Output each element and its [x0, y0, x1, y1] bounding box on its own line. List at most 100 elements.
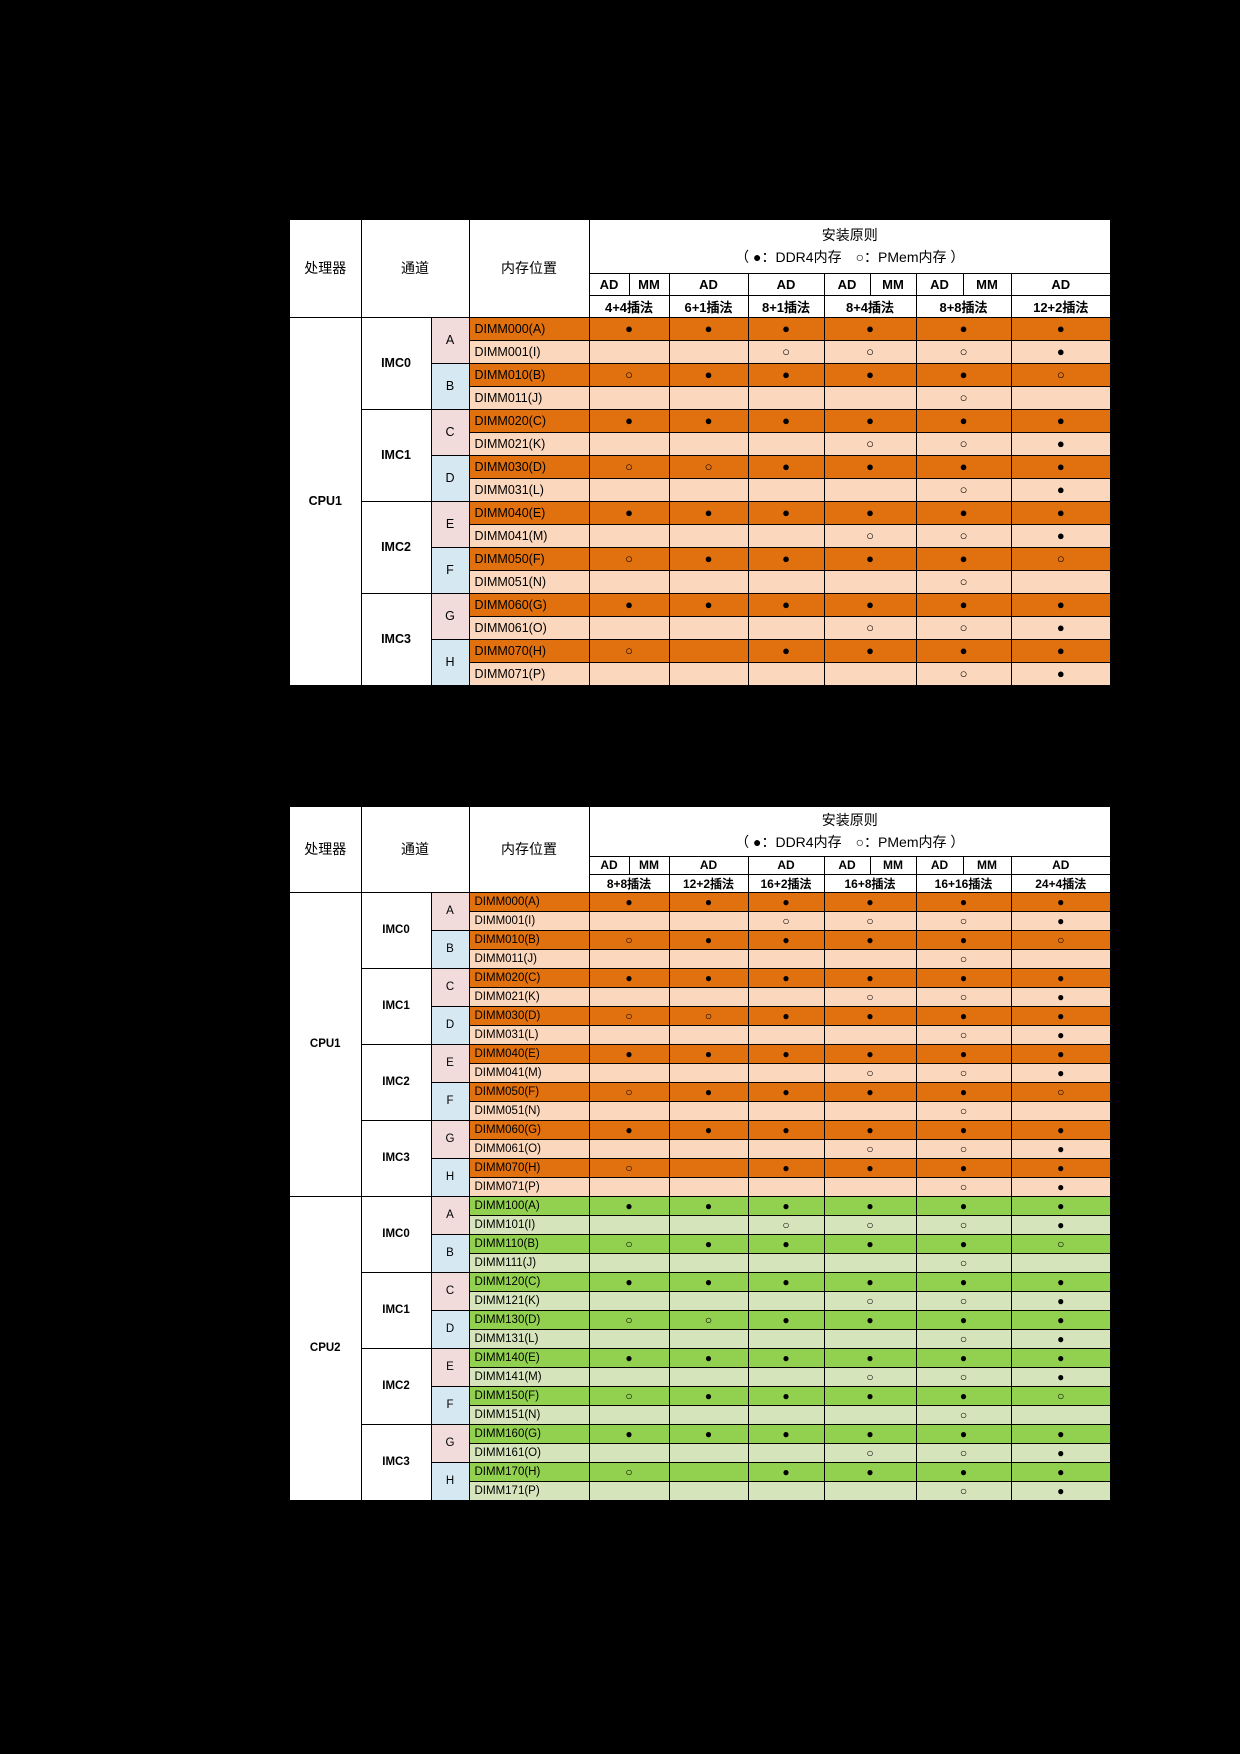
dimm-row: D DIMM030(D) ○ ○ ● ● ● ●: [289, 454, 1112, 502]
group-header: 6+1插法: [668, 294, 749, 318]
install-cell: ○: [915, 986, 1012, 1007]
install-cell: ●: [1010, 615, 1112, 640]
processor-header: 处理器: [288, 805, 362, 893]
dimm-label: DIMM140(E): [468, 1347, 590, 1368]
install-cell: ●: [823, 891, 917, 912]
install-cell: ●: [1010, 1480, 1112, 1501]
install-cell: ●: [1010, 1024, 1112, 1045]
dimm-label: DIMM071(P): [468, 661, 590, 686]
dimm-label: DIMM110(B): [468, 1233, 590, 1254]
dimm-row: DIMM141(M) ○ ○ ●: [289, 1366, 1112, 1387]
dimm-label: DIMM021(K): [468, 431, 590, 456]
dimm-row: DIMM051(N) ○: [289, 569, 1112, 594]
install-cell: [668, 910, 749, 931]
install-cell: [668, 1138, 749, 1159]
imc-cell: IMC1: [360, 1271, 432, 1349]
dimm-row: DIMM001(I) ○ ○ ○ ●: [289, 339, 1112, 364]
install-cell: ●: [588, 891, 670, 912]
install-cell: ○: [915, 1442, 1012, 1463]
install-cell: ○: [588, 1157, 670, 1178]
install-cell: [823, 569, 917, 594]
channel-cell: H: [430, 1157, 470, 1197]
dimm-label: DIMM020(C): [468, 408, 590, 433]
imc-cell: IMC1: [360, 408, 432, 502]
install-cell: [823, 1480, 917, 1501]
install-cell: ●: [747, 1005, 825, 1026]
install-cell: ○: [915, 1024, 1012, 1045]
install-cell: ●: [588, 1271, 670, 1292]
install-cell: [747, 385, 825, 410]
install-cell: ○: [915, 661, 1012, 686]
subcol-header: AD: [823, 272, 871, 296]
install-cell: ●: [1010, 910, 1112, 931]
subcol-header: AD: [1010, 855, 1112, 875]
install-cell: ●: [823, 1081, 917, 1102]
install-cell: [588, 385, 670, 410]
dimm-row: B DIMM110(B) ○ ● ● ● ● ○: [289, 1233, 1112, 1273]
install-principle-legend: （ ●：DDR4内存 ○：PMem内存 ）: [735, 834, 965, 851]
install-cell: ●: [1010, 339, 1112, 364]
install-cell: ○: [588, 1461, 670, 1482]
subcol-header: AD: [588, 272, 630, 296]
channel-cell: B: [430, 362, 470, 410]
dimm-label: DIMM141(M): [468, 1366, 590, 1387]
channel-cell: H: [430, 638, 470, 686]
install-cell: ●: [823, 1119, 917, 1140]
subcol-header: AD: [747, 855, 825, 875]
install-cell: ●: [823, 454, 917, 479]
dimm-row: DIMM041(M) ○ ○ ●: [289, 523, 1112, 548]
install-cell: [1010, 385, 1112, 410]
install-cell: ○: [588, 362, 670, 387]
install-cell: ●: [588, 1043, 670, 1064]
install-cell: ●: [747, 362, 825, 387]
install-cell: ○: [915, 1290, 1012, 1311]
install-cell: ○: [915, 615, 1012, 640]
dimm-label: DIMM020(C): [468, 967, 590, 988]
install-cell: ○: [915, 1404, 1012, 1425]
subcol-header: AD: [747, 272, 825, 296]
install-cell: [588, 661, 670, 686]
install-cell: ●: [668, 546, 749, 571]
channel-cell: E: [430, 1043, 470, 1083]
install-cell: [668, 385, 749, 410]
install-cell: ●: [1010, 477, 1112, 502]
install-cell: ○: [588, 1309, 670, 1330]
install-cell: [747, 523, 825, 548]
dimm-row: B DIMM010(B) ○ ● ● ● ● ○: [289, 362, 1112, 410]
imc-cell: IMC2: [360, 500, 432, 594]
dimm-row: B DIMM010(B) ○ ● ● ● ● ○: [289, 929, 1112, 969]
install-cell: [823, 1328, 917, 1349]
group-header: 8+4插法: [823, 294, 917, 318]
install-cell: ●: [1010, 1062, 1112, 1083]
header-row-admm: AD MM AD AD AD MM AD MM AD: [289, 272, 1112, 296]
install-cell: ●: [823, 1157, 917, 1178]
install-cell: ●: [915, 500, 1012, 525]
dimm-row: DIMM151(N) ○: [289, 1404, 1112, 1425]
install-cell: [823, 1024, 917, 1045]
subcol-header: MM: [628, 272, 670, 296]
imc-cell: IMC2: [360, 1043, 432, 1121]
install-cell: [823, 1100, 917, 1121]
install-cell: [668, 1176, 749, 1197]
install-cell: ●: [747, 929, 825, 950]
install-cell: ●: [915, 638, 1012, 663]
install-cell: ●: [668, 1233, 749, 1254]
channel-cell: C: [430, 967, 470, 1007]
dimm-label: DIMM010(B): [468, 362, 590, 387]
subcol-header: AD: [915, 272, 964, 296]
location-header: 内存位置: [468, 218, 590, 318]
install-cell: ○: [1010, 546, 1112, 571]
channel-cell: B: [430, 1233, 470, 1273]
install-cell: ○: [1010, 362, 1112, 387]
install-cell: ●: [668, 408, 749, 433]
install-cell: [668, 477, 749, 502]
install-cell: [1010, 1100, 1112, 1121]
install-cell: ●: [1010, 500, 1112, 525]
install-cell: ●: [588, 967, 670, 988]
install-cell: [668, 1024, 749, 1045]
imc-cell: IMC0: [360, 316, 432, 410]
install-principle-title: 安装原则: [821, 226, 878, 243]
install-cell: ●: [588, 592, 670, 617]
imc-cell: IMC3: [360, 1119, 432, 1197]
install-cell: ●: [915, 1385, 1012, 1406]
